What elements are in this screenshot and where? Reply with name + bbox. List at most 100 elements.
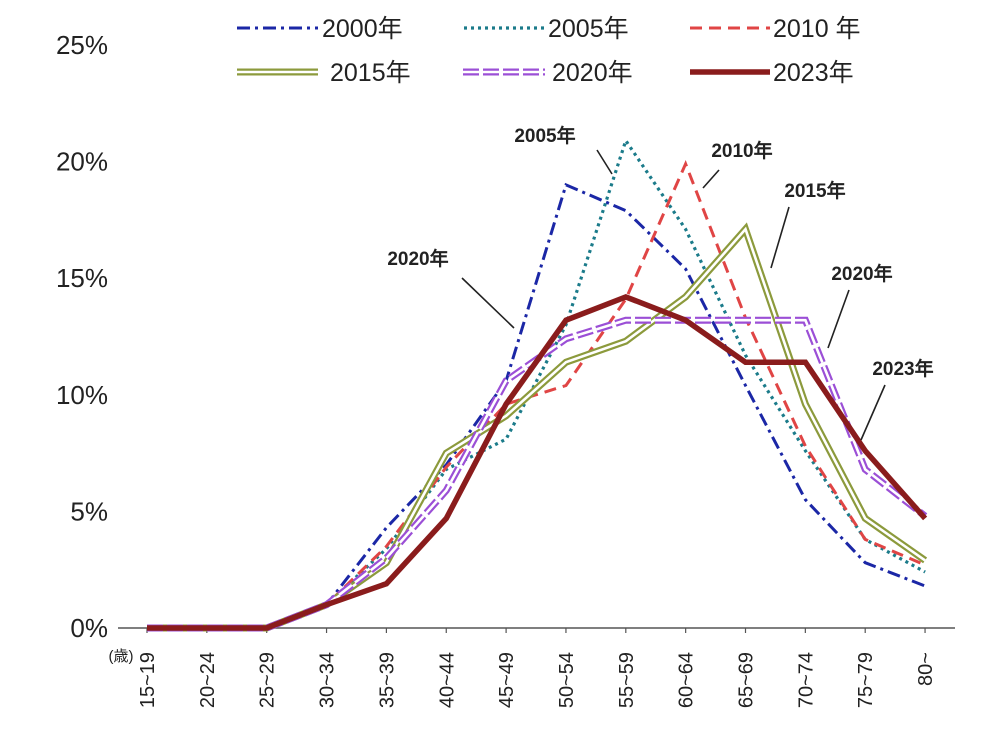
data-point-2010 bbox=[443, 464, 449, 470]
legend-item-2005: 2005年 bbox=[464, 15, 629, 43]
series-2005 bbox=[147, 136, 928, 630]
data-point-2020 bbox=[802, 317, 808, 323]
annotation: 2023年 bbox=[860, 357, 934, 441]
annotation-label: 2015年 bbox=[784, 179, 845, 202]
data-point-2023 bbox=[922, 515, 928, 521]
data-point-2000 bbox=[683, 266, 689, 272]
data-point-2015 bbox=[922, 557, 928, 563]
data-point-2020 bbox=[743, 317, 749, 323]
data-point-2023 bbox=[264, 625, 270, 631]
legend-label: 2023年 bbox=[773, 59, 854, 87]
data-point-2005 bbox=[683, 226, 689, 232]
legend-item-2020: 2020年 bbox=[463, 59, 633, 87]
data-point-2000 bbox=[623, 208, 629, 214]
annotation-label: 2020年 bbox=[387, 247, 448, 270]
y-axis-labels: 0% 5% 10% 15% 20% 25% bbox=[56, 30, 108, 643]
data-point-2005 bbox=[922, 569, 928, 575]
annotation-leader-line bbox=[702, 169, 720, 189]
legend-item-2015: 2015年 bbox=[237, 59, 411, 87]
y-tick-label: 20% bbox=[56, 147, 108, 177]
series-2015 bbox=[147, 222, 928, 632]
y-tick-label: 10% bbox=[56, 380, 108, 410]
x-axis-unit-label: (歳) bbox=[109, 648, 134, 665]
y-tick-label: 15% bbox=[56, 263, 108, 293]
legend-item-2010: 2010 年 bbox=[690, 15, 861, 43]
annotation-leader-line bbox=[860, 384, 886, 441]
x-tick-label: 45~49 bbox=[496, 652, 518, 708]
legend-item-2000: 2000年 bbox=[237, 15, 403, 43]
x-tick-label: 25~29 bbox=[257, 652, 279, 708]
annotation: 2020年 bbox=[827, 262, 893, 349]
data-point-2005 bbox=[623, 138, 629, 144]
series-line-2010 bbox=[147, 159, 926, 630]
annotations: 2005年 2010年 2015年 2020年 2020年 2023年 bbox=[387, 124, 934, 441]
annotation-leader-line bbox=[596, 149, 613, 175]
annotation: 2010年 bbox=[702, 139, 773, 189]
annotation-leader-line bbox=[770, 206, 790, 269]
data-point-2023 bbox=[204, 625, 210, 631]
data-point-2023 bbox=[683, 317, 689, 323]
x-axis-labels: 15~19 20~24 25~29 30~34 35~39 40~44 45~49 50~54… bbox=[137, 652, 937, 708]
data-point-2010 bbox=[862, 536, 868, 542]
data-point-2010 bbox=[563, 383, 569, 389]
data-point-2010 bbox=[383, 543, 389, 549]
x-tick-label: 30~34 bbox=[317, 652, 339, 708]
legend-label: 2020年 bbox=[552, 59, 633, 87]
legend-label: 2010 年 bbox=[773, 15, 861, 43]
data-point-2023 bbox=[503, 401, 509, 407]
data-point-2020 bbox=[503, 378, 509, 384]
data-point-2015 bbox=[563, 359, 569, 365]
legend-item-2023: 2023年 bbox=[690, 59, 854, 87]
data-point-2000 bbox=[802, 497, 808, 503]
x-tick-label: 55~59 bbox=[616, 652, 638, 708]
data-point-2015 bbox=[683, 294, 689, 300]
annotation-label: 2020年 bbox=[831, 262, 892, 285]
series-line-2023 bbox=[147, 293, 928, 631]
data-point-2023 bbox=[623, 294, 629, 300]
y-tick-label: 5% bbox=[70, 496, 108, 526]
data-point-2020 bbox=[383, 555, 389, 561]
data-point-2000 bbox=[383, 525, 389, 531]
data-point-2015 bbox=[623, 338, 629, 344]
legend-label: 2005年 bbox=[548, 15, 629, 43]
legend: 2000年 2005年 2010 年 2015年 2020年 2023年 bbox=[237, 15, 861, 87]
data-point-2000 bbox=[743, 383, 749, 389]
data-point-2015 bbox=[743, 226, 749, 232]
series-line-2005 bbox=[147, 136, 926, 630]
data-point-2023 bbox=[743, 359, 749, 365]
series-2023 bbox=[144, 293, 928, 631]
annotation-label: 2010年 bbox=[711, 139, 772, 162]
data-point-2010 bbox=[802, 443, 808, 449]
annotation: 2005年 bbox=[514, 124, 613, 175]
annotation-leader-line bbox=[461, 277, 515, 329]
series-line-2015 bbox=[147, 222, 928, 632]
x-tick-label: 65~69 bbox=[736, 652, 758, 708]
data-point-2023 bbox=[324, 602, 330, 608]
data-point-2010 bbox=[683, 161, 689, 167]
data-point-2023 bbox=[144, 625, 150, 631]
data-point-2005 bbox=[503, 436, 509, 442]
x-tick-label: 50~54 bbox=[556, 652, 578, 708]
data-point-2023 bbox=[563, 317, 569, 323]
legend-label: 2015年 bbox=[330, 59, 411, 87]
y-tick-label: 25% bbox=[56, 30, 108, 60]
data-point-2023 bbox=[443, 515, 449, 521]
x-tick-label: 40~44 bbox=[436, 652, 458, 708]
data-point-2000 bbox=[922, 583, 928, 589]
x-tick-label: 15~19 bbox=[137, 652, 159, 708]
data-point-2015 bbox=[443, 450, 449, 456]
data-point-2023 bbox=[862, 448, 868, 454]
data-point-2020 bbox=[862, 466, 868, 472]
data-point-2000 bbox=[862, 560, 868, 566]
series-lines bbox=[144, 136, 928, 632]
y-tick-label: 0% bbox=[70, 613, 108, 643]
annotation-label: 2005年 bbox=[514, 124, 575, 147]
data-point-2015 bbox=[862, 515, 868, 521]
data-point-2015 bbox=[802, 401, 808, 407]
x-tick-label: 75~79 bbox=[855, 652, 877, 708]
x-tick-label: 80~ bbox=[915, 652, 937, 686]
x-tick-label: 20~24 bbox=[197, 652, 219, 708]
data-point-2000 bbox=[563, 182, 569, 188]
data-point-2020 bbox=[443, 487, 449, 493]
